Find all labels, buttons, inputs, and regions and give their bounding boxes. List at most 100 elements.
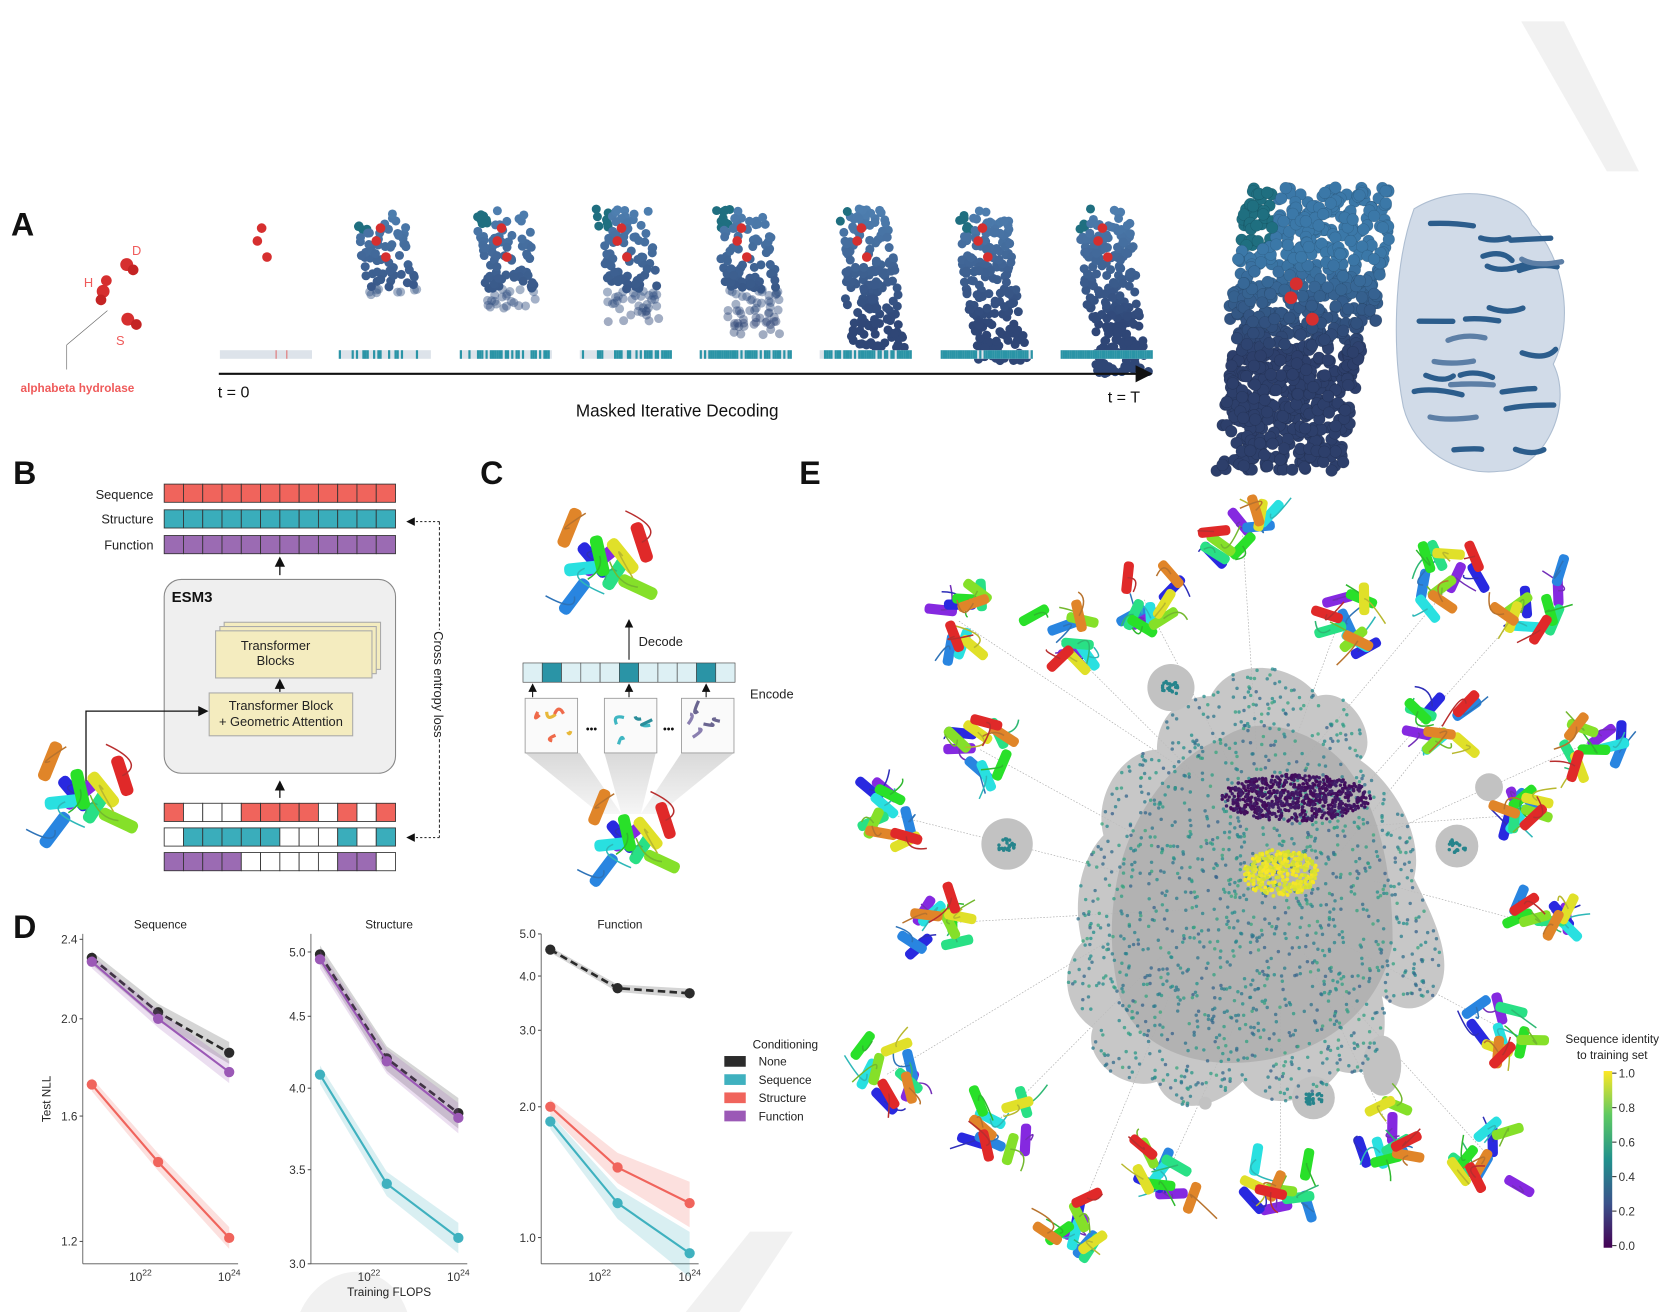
atom-sphere <box>652 290 662 300</box>
structure-token <box>657 662 678 683</box>
embedding-point <box>1277 781 1282 786</box>
unmasked-token <box>1112 350 1115 359</box>
embedding-point <box>1235 1046 1239 1051</box>
embedding-point <box>1337 802 1342 807</box>
atom-sphere <box>859 262 869 272</box>
residue-label-s: S <box>116 333 125 348</box>
embedding-point <box>1247 724 1251 729</box>
embedding-point <box>1139 836 1143 840</box>
unmasked-token <box>826 350 829 359</box>
structure-token <box>599 662 620 683</box>
embedding-point <box>1153 835 1157 839</box>
catalytic-atom <box>256 223 267 233</box>
embedding-point <box>1252 716 1257 721</box>
embedding-point <box>1165 720 1169 724</box>
embedding-point <box>1267 1036 1272 1041</box>
embedding-point <box>1176 741 1181 745</box>
embedding-point <box>1356 1044 1360 1048</box>
embedding-point <box>1315 1028 1319 1033</box>
embedding-point <box>1163 793 1167 797</box>
unmasked-token <box>661 350 664 359</box>
unmasked-token <box>994 350 997 359</box>
embedding-point <box>1188 818 1192 823</box>
embedding-point <box>1436 963 1441 968</box>
embedding-point <box>1309 1002 1313 1007</box>
embedding-point <box>1268 789 1272 794</box>
unmasked-token <box>1015 350 1018 359</box>
catalytic-atom <box>252 236 263 246</box>
function-output-token <box>240 535 262 555</box>
embedding-point <box>1267 758 1271 763</box>
embedding-point <box>1189 832 1193 836</box>
embedding-point <box>1180 1096 1184 1100</box>
atom-sphere <box>758 212 768 222</box>
atom-sphere <box>491 299 501 309</box>
embedding-point <box>1266 712 1270 716</box>
atom-sphere <box>1379 197 1393 210</box>
embedding-point <box>1375 1047 1379 1052</box>
catalytic-atom <box>612 236 623 246</box>
atom-sphere <box>605 260 615 270</box>
embedding-point <box>1133 1051 1138 1055</box>
unmasked-token <box>966 350 969 359</box>
embedding-point <box>1193 740 1197 745</box>
embedding-point <box>1199 745 1204 750</box>
sequence-input-token <box>163 802 184 822</box>
x-tick-exponent: 24 <box>231 1268 241 1278</box>
embedding-point <box>1290 837 1294 841</box>
unmasked-token <box>485 350 488 359</box>
embedding-point <box>1274 1076 1279 1080</box>
embedding-point <box>1160 850 1164 855</box>
atom-sphere <box>612 296 622 306</box>
embedding-point <box>1158 946 1163 950</box>
embedding-point <box>1249 693 1253 698</box>
x-tick-label: 1022 <box>588 1268 611 1284</box>
atom-sphere <box>761 248 771 258</box>
embedding-point <box>1372 795 1376 799</box>
unmasked-token <box>955 350 958 359</box>
embedding-point <box>1405 922 1409 926</box>
atom-sphere <box>633 306 643 316</box>
atom-sphere <box>1327 259 1340 272</box>
atom-sphere <box>612 275 622 285</box>
atom-sphere <box>754 286 764 296</box>
token-bar <box>819 350 912 359</box>
unmasked-token <box>834 350 837 359</box>
embedding-point <box>1175 844 1180 849</box>
embedding-point <box>1239 862 1243 866</box>
embedding-point <box>1248 741 1253 745</box>
atom-sphere <box>1115 291 1125 301</box>
embedding-point <box>1147 881 1151 886</box>
embedding-point <box>1263 885 1268 890</box>
atom-sphere <box>492 262 502 272</box>
embedding-point <box>1162 870 1166 874</box>
embedding-point <box>1367 790 1371 795</box>
atom-sphere <box>629 209 639 219</box>
unmasked-token <box>959 350 963 359</box>
embedding-point <box>1206 961 1210 965</box>
embedding-point <box>1152 905 1156 910</box>
atom-sphere <box>999 216 1009 226</box>
embedding-point <box>1349 1033 1354 1038</box>
atom-sphere <box>485 302 495 312</box>
atom-sphere <box>492 251 502 261</box>
atom-sphere <box>393 228 403 238</box>
atom-sphere <box>751 303 761 313</box>
embedding-point <box>1246 887 1250 891</box>
embedding-point <box>1352 892 1357 896</box>
embedding-point <box>1319 1050 1323 1055</box>
unmasked-token <box>1075 350 1078 359</box>
embedding-point <box>1313 876 1317 881</box>
atom-sphere <box>1302 240 1315 254</box>
atom-sphere <box>1329 181 1342 194</box>
atom-sphere <box>1102 270 1112 280</box>
embedding-point <box>1107 883 1112 888</box>
atom-sphere <box>1092 269 1102 279</box>
embedding-point <box>1408 901 1412 906</box>
embedding-point <box>1226 777 1230 782</box>
embedding-point <box>1227 746 1232 751</box>
embedding-point <box>1222 1024 1226 1029</box>
token-bar <box>219 350 312 359</box>
atom-sphere <box>959 277 969 287</box>
